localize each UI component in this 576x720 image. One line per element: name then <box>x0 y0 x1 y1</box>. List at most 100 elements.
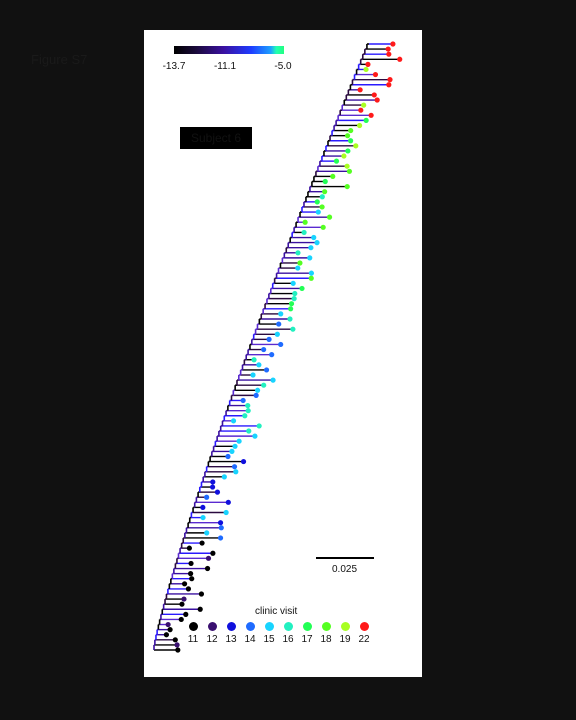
tree-tip <box>348 138 354 144</box>
tree-tip <box>269 352 275 358</box>
tree-tip <box>167 627 173 633</box>
tree-tip <box>231 464 238 470</box>
tree-tip <box>188 560 194 567</box>
tree-tip <box>322 189 328 195</box>
tree-tip <box>221 474 227 480</box>
tree-tip <box>218 525 224 531</box>
tree-tip <box>357 87 363 93</box>
legend-dot <box>302 622 312 631</box>
legend-item-17: 17 <box>298 622 316 645</box>
tree-tip <box>181 596 187 602</box>
tree-tip <box>361 102 367 108</box>
tree-tip <box>229 448 235 454</box>
tree-tip <box>236 438 242 444</box>
legend-label: 18 <box>320 634 332 645</box>
tree-tip <box>345 148 351 154</box>
tree-tip <box>261 382 267 388</box>
legend-label: 11 <box>187 634 199 645</box>
tree-tip <box>353 143 359 149</box>
legend-dot <box>245 622 255 631</box>
tree-tip <box>346 168 353 174</box>
legend-label: 17 <box>301 634 313 645</box>
tree-tip <box>302 219 308 225</box>
tree-tip <box>188 571 194 577</box>
tree-tip <box>198 591 205 597</box>
tree-tip <box>251 357 257 363</box>
legend-item-12: 12 <box>203 622 221 645</box>
tree-tip <box>387 77 393 83</box>
scale-bar-label: 0.025 <box>332 564 358 575</box>
colorbar-tick-mid: -11.1 <box>213 61 237 72</box>
tree-tip <box>261 346 267 353</box>
colorbar-tick-max: -5.0 <box>274 61 292 72</box>
legend-dot <box>264 622 274 631</box>
tree-tip <box>225 499 231 505</box>
tree-tip <box>217 535 224 541</box>
tree-tip <box>278 341 284 348</box>
tree-tip <box>199 540 205 546</box>
legend-label: 16 <box>282 634 294 645</box>
legend: 11 12 13 14 15 16 17 18 19 22 <box>184 622 384 652</box>
tree-tip <box>372 71 379 78</box>
tree-tip <box>308 245 314 251</box>
legend-title: clinic visit <box>255 606 298 617</box>
tree-tip <box>290 326 296 332</box>
tree-tip <box>348 127 354 134</box>
scale-bar <box>316 557 374 559</box>
tree-tip <box>295 250 301 256</box>
tree-tip <box>204 494 210 500</box>
tree-tip <box>314 240 320 246</box>
tree-tip <box>276 321 282 327</box>
legend-dot <box>340 622 350 631</box>
legend-label: 13 <box>225 634 237 645</box>
tree-tip <box>186 545 192 551</box>
tree-tip <box>397 56 403 62</box>
legend-label: 22 <box>358 634 370 645</box>
tree-tip <box>209 484 216 490</box>
tree-tip <box>245 402 251 409</box>
subject-label: Subject 6 <box>180 127 252 149</box>
tree-tip <box>371 92 377 98</box>
tree-tip <box>204 565 211 572</box>
legend-dot <box>226 622 236 631</box>
tree-tip <box>263 367 270 373</box>
legend-item-11: 11 <box>184 622 202 645</box>
tree-tip <box>256 423 262 429</box>
tree-tip <box>204 530 210 536</box>
legend-item-16: 16 <box>279 622 297 645</box>
tree-tip <box>185 586 192 592</box>
tree-tip <box>344 183 350 190</box>
legend-label: 12 <box>206 634 218 645</box>
tree-tip <box>319 204 325 210</box>
legend-item-18: 18 <box>317 622 335 645</box>
tree-branches <box>153 43 398 651</box>
tree-tip <box>230 418 237 424</box>
tree-tip <box>270 377 276 383</box>
tree-tip <box>214 489 221 495</box>
tree-tip <box>295 265 301 271</box>
tree-tip <box>363 66 369 73</box>
tree-tip <box>246 428 252 434</box>
tree-tip <box>232 443 238 449</box>
tree-tip <box>183 611 189 617</box>
tree-tip <box>252 433 258 439</box>
legend-item-14: 14 <box>241 622 259 645</box>
tree-tip <box>210 479 216 485</box>
tree-tip <box>250 372 256 378</box>
tree-tip <box>240 458 247 465</box>
tree-tip <box>390 41 396 47</box>
tree-tip <box>365 61 371 67</box>
tree-tip <box>363 117 369 123</box>
legend-dot <box>321 622 331 631</box>
tree-tip <box>308 275 314 281</box>
tree-tip <box>256 362 262 368</box>
tree-tip <box>165 621 171 628</box>
tree-tip <box>288 306 294 312</box>
tree-tip <box>333 158 340 164</box>
legend-label: 14 <box>244 634 256 645</box>
legend-item-13: 13 <box>222 622 240 645</box>
figure-label: Figure S7 <box>31 52 88 67</box>
tree-tip <box>344 133 351 139</box>
tree-tip <box>358 107 364 113</box>
tree-tip <box>288 301 295 307</box>
